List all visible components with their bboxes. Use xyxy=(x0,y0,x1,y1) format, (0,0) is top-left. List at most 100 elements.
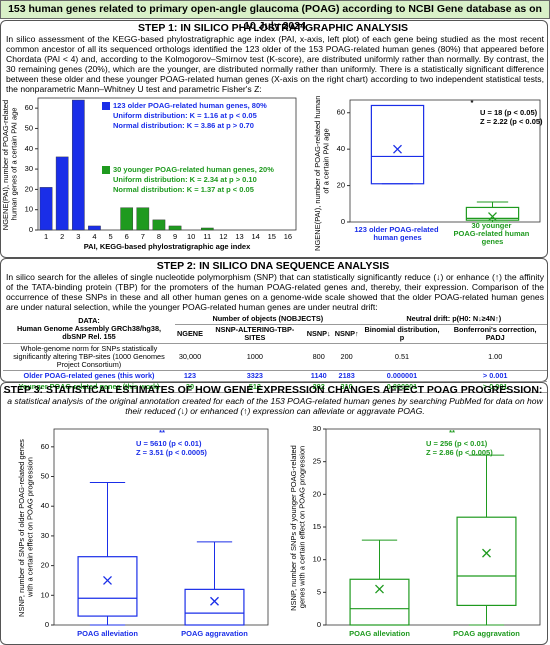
y-tick-label: 40 xyxy=(41,501,49,510)
y-tick-label: 60 xyxy=(337,108,345,117)
x-tick-label: 15 xyxy=(268,232,276,241)
x-tick-label: POAG alleviation xyxy=(77,629,138,638)
table-row: Older POAG-related genes (this work) 123 3… xyxy=(3,370,547,382)
x-tick-label: 6 xyxy=(125,232,129,241)
table-header: DATA: Human Genome Assembly GRCh38/hg38, … xyxy=(3,314,547,344)
y-tick-label: 0 xyxy=(317,620,321,629)
mean-marker xyxy=(103,575,112,585)
x-tick-label: 5 xyxy=(108,232,112,241)
legend-swatch xyxy=(102,166,110,174)
stat-label: U = 256 (p < 0.01) xyxy=(426,439,488,448)
bar xyxy=(55,156,69,231)
y-tick-label: 50 xyxy=(41,471,49,480)
column-header: NGENE xyxy=(175,324,205,344)
step3-heading: STEP 3: STATISTICAL ESTIMATES OF HOW GEN… xyxy=(3,384,543,396)
table-cell: 2183 xyxy=(332,370,361,382)
y-tick-label: 0 xyxy=(45,620,49,629)
x-tick-label: 4 xyxy=(92,232,96,241)
plot-frame xyxy=(325,428,541,626)
x-tick-label: POAG aggravation xyxy=(453,629,520,638)
y-tick-label: 15 xyxy=(313,522,321,531)
mean-marker xyxy=(488,212,497,221)
bar xyxy=(88,225,101,231)
x-tick-label: 8 xyxy=(157,232,161,241)
bar xyxy=(120,207,134,231)
bar xyxy=(200,227,214,231)
box xyxy=(77,556,138,617)
legend-swatch xyxy=(102,102,110,110)
table-cell: 0.51 xyxy=(360,343,444,371)
y-tick-label: 30 xyxy=(41,531,49,540)
x-tick-label: POAG aggravation xyxy=(181,629,248,638)
x-tick-label: 16 xyxy=(284,232,292,241)
bar xyxy=(39,187,53,231)
stat-label: Z = 3.51 (p < 0.0005) xyxy=(136,448,207,457)
legend-note: Normal distribution: K = 1.37 at p < 0.0… xyxy=(113,185,254,194)
y-axis-label-group: NSNP, number of SNPs of younger POAG-rel… xyxy=(289,443,307,611)
x-tick-label: 9 xyxy=(173,232,177,241)
y-axis-label: NGENE(PAI), number of POAG-related human… xyxy=(313,94,331,251)
legend-label: 30 younger POAG-related human genes, 20% xyxy=(113,165,274,174)
table-cell: 123 xyxy=(175,370,205,382)
x-tick-label: 3 xyxy=(76,232,80,241)
header-text: DATA: xyxy=(78,315,100,325)
legend-note: Uniform distribution: K = 1.16 at p < 0.… xyxy=(113,111,257,120)
column-header: Binomial distribution, p xyxy=(360,324,444,344)
y-axis-label: NSNP, number of SNPs of older POAG-relat… xyxy=(17,437,35,617)
x-tick-label: 14 xyxy=(252,232,260,241)
header-cell: Neutral drift: p(H0: N↓≥4N↑) xyxy=(360,314,547,325)
y-axis-label: NGENE(PAI), number of POAG-related human… xyxy=(2,98,18,230)
stat-label: Z = 2.22 (p < 0.05) xyxy=(480,117,543,126)
stat-label: U = 18 (p < 0.05) xyxy=(480,108,538,117)
table-cell: 1000 xyxy=(204,343,305,371)
older-effect-box-plot: 0 10 20 30 40 50 60 NSNP, number of SNPs of old… xyxy=(17,428,269,638)
y-tick-label: 40 xyxy=(337,144,345,153)
mean-marker xyxy=(393,144,402,154)
header-cell: DATA: Human Genome Assembly GRCh38/hg38, … xyxy=(3,314,175,344)
mean-marker xyxy=(375,584,384,594)
y-tick-label: 30 xyxy=(25,164,33,173)
table-cell: 202 xyxy=(304,381,333,393)
table-cell: 1.00 xyxy=(443,343,547,371)
step1-panel xyxy=(0,20,548,258)
y-tick-label: 5 xyxy=(317,587,321,596)
table-cell: > 0.001 xyxy=(443,370,547,382)
age-box-plot: 0 20 40 60 NGENE(PAI), number of POAG-relate… xyxy=(313,94,543,251)
table-cell: > 0.001 xyxy=(443,381,547,393)
y-tick-label: 10 xyxy=(313,555,321,564)
column-header: NSNP-ALTERING-TBP-SITES xyxy=(204,324,305,344)
column-header: NSNP↓ xyxy=(304,324,333,344)
y-tick-label: 20 xyxy=(313,489,321,498)
bar xyxy=(168,225,182,231)
table-cell: Younger POAG-related genes (this work) xyxy=(3,381,175,393)
x-axis-label: PAI, KEGG-based phylostratigraphic age i… xyxy=(84,242,251,251)
table-cell: 310 xyxy=(332,381,361,393)
y-axis-label-group: NGENE(PAI), number of POAG-related human… xyxy=(313,94,331,251)
y-tick-label: 0 xyxy=(29,225,33,234)
table-row: Whole-genome norm for SNPs statistically… xyxy=(3,343,547,371)
x-tick-label: 7 xyxy=(141,232,145,241)
x-tick-label: 11 xyxy=(203,232,211,241)
x-tick-label: 2 xyxy=(60,232,64,241)
y-tick-label: 25 xyxy=(313,457,321,466)
table-cell: 512 xyxy=(204,381,305,393)
plot-frame xyxy=(37,97,297,231)
x-tick-label: 123 older POAG-related human genes xyxy=(354,225,440,242)
y-tick-label: 30 xyxy=(313,424,321,433)
box xyxy=(465,206,520,221)
mean-marker xyxy=(210,596,219,606)
table-row: Younger POAG-related genes (this work) 30… xyxy=(3,381,547,393)
legend-note: Normal distribution: K = 3.86 at p > 0.7… xyxy=(113,121,254,130)
younger-effect-box-plot: 0 5 10 15 20 25 30 NSNP, number of SNPs of youn… xyxy=(289,424,541,638)
page-title: 153 human genes related to primary open-… xyxy=(0,0,550,32)
step1-heading: STEP 1: IN SILICO PHYLOSTRATIGRAPHIC ANA… xyxy=(137,22,409,34)
plot-frame xyxy=(349,99,541,223)
y-tick-label: 60 xyxy=(25,103,33,112)
box xyxy=(349,578,410,626)
step1-text: In silico assessment of the KEGG-based p… xyxy=(6,34,544,94)
y-axis-label: NSNP, number of SNPs of younger POAG-rel… xyxy=(289,443,307,611)
mean-marker xyxy=(482,548,491,558)
x-tick-label: 10 xyxy=(187,232,195,241)
table-cell: 800 xyxy=(304,343,333,371)
